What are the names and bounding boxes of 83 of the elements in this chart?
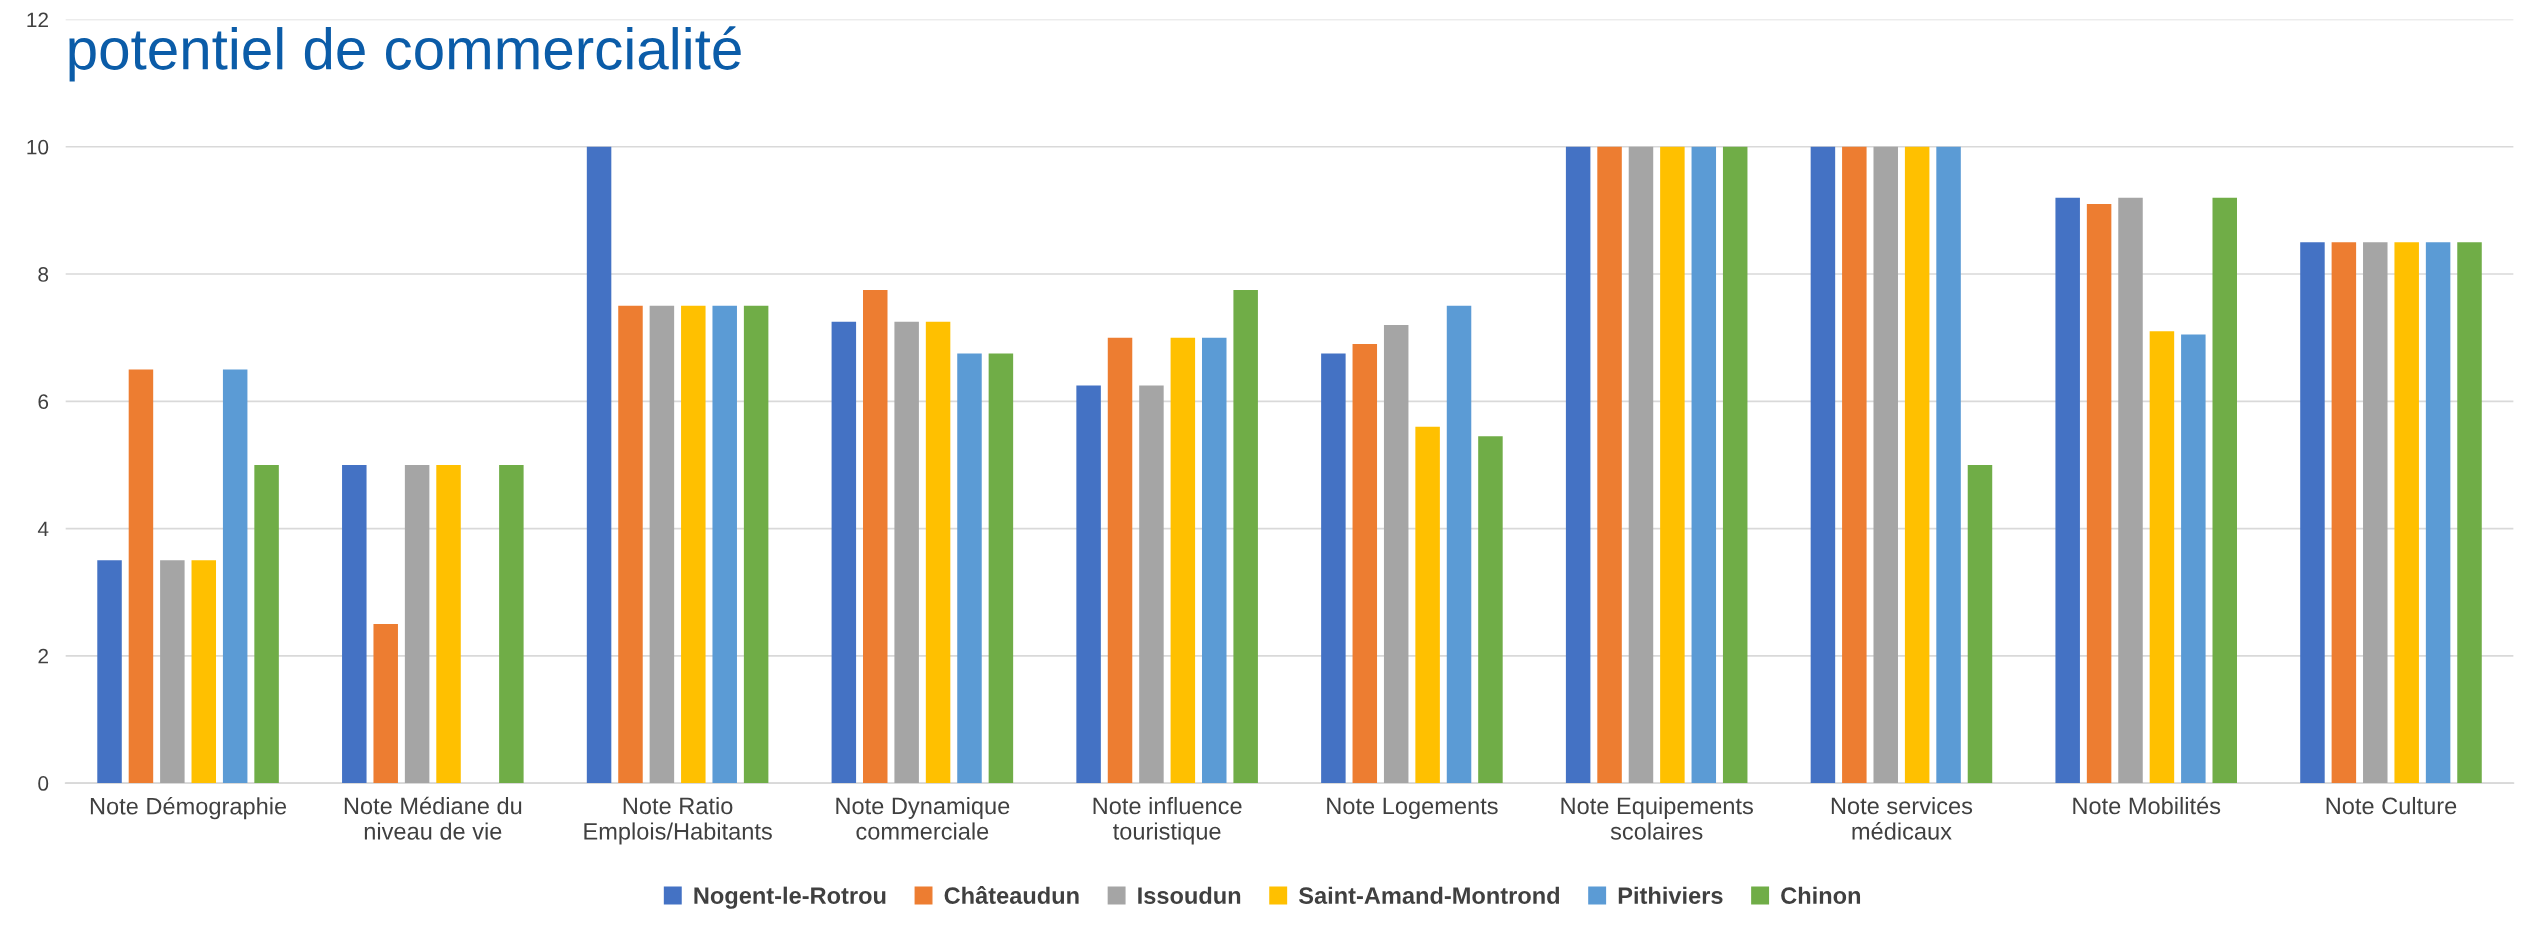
- bar: [2300, 242, 2325, 784]
- bar: [681, 305, 706, 784]
- bar: [499, 464, 524, 784]
- bar: [2181, 334, 2206, 784]
- bar: [1321, 353, 1346, 784]
- x-tick-label: Note Logements: [1327, 797, 1498, 819]
- bar: [2086, 204, 2112, 784]
- bar: [1597, 146, 1622, 784]
- x-tick-label: Note influence touristique: [1093, 796, 1242, 845]
- bar: [191, 560, 217, 784]
- y-tick-label: 4: [37, 521, 49, 537]
- bar: [1565, 146, 1591, 784]
- bar: [1722, 146, 1748, 784]
- bar: [254, 464, 279, 784]
- legend-label: Chinon: [1781, 886, 1861, 904]
- bar: [404, 464, 430, 784]
- bar: [649, 305, 675, 784]
- bar: [586, 146, 612, 784]
- bar: [1233, 289, 1258, 784]
- y-tick-label: 2: [38, 648, 48, 664]
- bar: [342, 464, 367, 784]
- bar: [1810, 146, 1836, 784]
- bar: [2331, 242, 2357, 784]
- bar: [1842, 146, 1867, 784]
- bar: [831, 321, 857, 784]
- bar: [618, 305, 643, 784]
- bar: [1478, 436, 1503, 784]
- bar: [1660, 146, 1685, 784]
- legend-label: Saint-Amand-Montrond: [1298, 886, 1560, 904]
- bar: [1076, 385, 1101, 784]
- bar: [2118, 197, 2143, 784]
- y-tick-label: 10: [27, 139, 49, 155]
- bar: [1107, 337, 1133, 784]
- bar: [373, 623, 398, 784]
- x-tick-label: Note Equipements scolaires: [1561, 796, 1753, 840]
- bar: [1139, 385, 1164, 784]
- x-tick-label: Note Mobilités: [2073, 796, 2221, 815]
- legend-label: Issoudun: [1138, 886, 1241, 904]
- legend-label: Pithiviers: [1618, 886, 1723, 904]
- bar: [925, 321, 951, 784]
- bar: [2363, 242, 2388, 784]
- y-tick-label: 12: [27, 12, 48, 28]
- legend-label: Nogent-le-Rotrou: [694, 886, 886, 909]
- bar: [222, 369, 248, 784]
- bar: [1691, 146, 1717, 784]
- x-tick-label: Note Dynamique commerciale: [836, 796, 1010, 840]
- bar: [128, 369, 154, 784]
- bar: [894, 321, 919, 784]
- bar: [1873, 146, 1898, 784]
- bar: [1170, 337, 1196, 784]
- bar: [2457, 242, 2482, 784]
- bar: [1936, 146, 1961, 784]
- bar: [97, 560, 122, 784]
- bar: [2149, 331, 2175, 784]
- chart-title: potentiel de commercialité: [69, 26, 741, 82]
- bar: [1352, 344, 1378, 784]
- bar: [160, 560, 185, 784]
- bar: [2425, 242, 2451, 784]
- y-tick-label: 8: [38, 267, 49, 282]
- bar: [1904, 146, 1930, 784]
- bar: [1628, 146, 1654, 784]
- bar: [743, 305, 769, 784]
- y-tick-label: 6: [38, 394, 49, 410]
- x-tick-label: Note services médicaux: [1831, 796, 1973, 840]
- bar: [988, 353, 1014, 784]
- legend-label: Châteaudun: [944, 886, 1079, 904]
- bar: [1446, 305, 1472, 784]
- bar: [1967, 464, 1993, 784]
- x-tick-label: Note Ratio Emplois/Habitants: [584, 796, 772, 845]
- bar: [436, 464, 461, 784]
- x-tick-label: Note Culture: [2326, 796, 2457, 815]
- bar: [1415, 426, 1440, 784]
- bar: [1202, 337, 1227, 784]
- y-tick-label: 0: [38, 776, 49, 791]
- bar: [957, 353, 982, 784]
- x-tick-label: Note Médiane du niveau de vie: [344, 796, 522, 840]
- bar: [2394, 242, 2419, 784]
- x-tick-label: Note Démographie: [90, 796, 287, 820]
- bar: [2212, 197, 2237, 784]
- bar: [1383, 324, 1409, 784]
- bar: [2055, 197, 2080, 784]
- bar: [863, 289, 888, 784]
- bar: [712, 305, 737, 784]
